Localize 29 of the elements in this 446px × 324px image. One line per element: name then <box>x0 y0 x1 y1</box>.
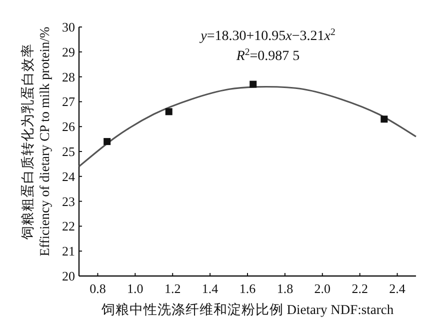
y-tick-label: 23 <box>62 194 75 209</box>
y-tick-label: 28 <box>62 69 75 84</box>
y-tick-label: 20 <box>62 268 75 284</box>
y-tick-label: 26 <box>62 119 76 134</box>
y-tick-label: 29 <box>62 44 75 60</box>
annotation: R$^{2}$=0.987 5 <box>235 46 300 64</box>
x-tick-label: 1.4 <box>202 281 219 296</box>
y-tick-label: 25 <box>62 144 75 159</box>
x-tick-label: 2.2 <box>352 281 368 296</box>
point <box>380 116 388 123</box>
x-axis-title: 饲粮中性洗涤纤维和淀粉比例 Dietary NDF:starch <box>100 302 394 317</box>
y-tick-label: 24 <box>62 168 76 184</box>
x-tick-label: 1.0 <box>127 281 144 296</box>
x-tick-label: 2.0 <box>314 281 331 296</box>
x-tick-label: 0.8 <box>90 281 106 296</box>
x-tick-label: 1.8 <box>276 281 294 296</box>
x-tick-label: 2.4 <box>389 281 406 296</box>
y-tick-label: 21 <box>62 244 75 259</box>
x-tick-label: 1.2 <box>164 281 181 296</box>
y-axis-title: 饲粮粗蛋白质转化为乳蛋白效率 Efficiency of dietary CP to milk protein/% <box>20 26 52 256</box>
point <box>165 108 172 116</box>
y-tick-label: 22 <box>62 218 75 234</box>
point <box>104 138 111 146</box>
annotation: y=18.30+10.95x−3.21x$^{2}$ <box>198 26 336 44</box>
y-tick-label: 30 <box>62 20 75 34</box>
point <box>250 80 257 88</box>
line-series <box>78 86 417 168</box>
y-tick-label: 27 <box>62 94 76 110</box>
x-tick-label: 1.6 <box>239 281 256 296</box>
